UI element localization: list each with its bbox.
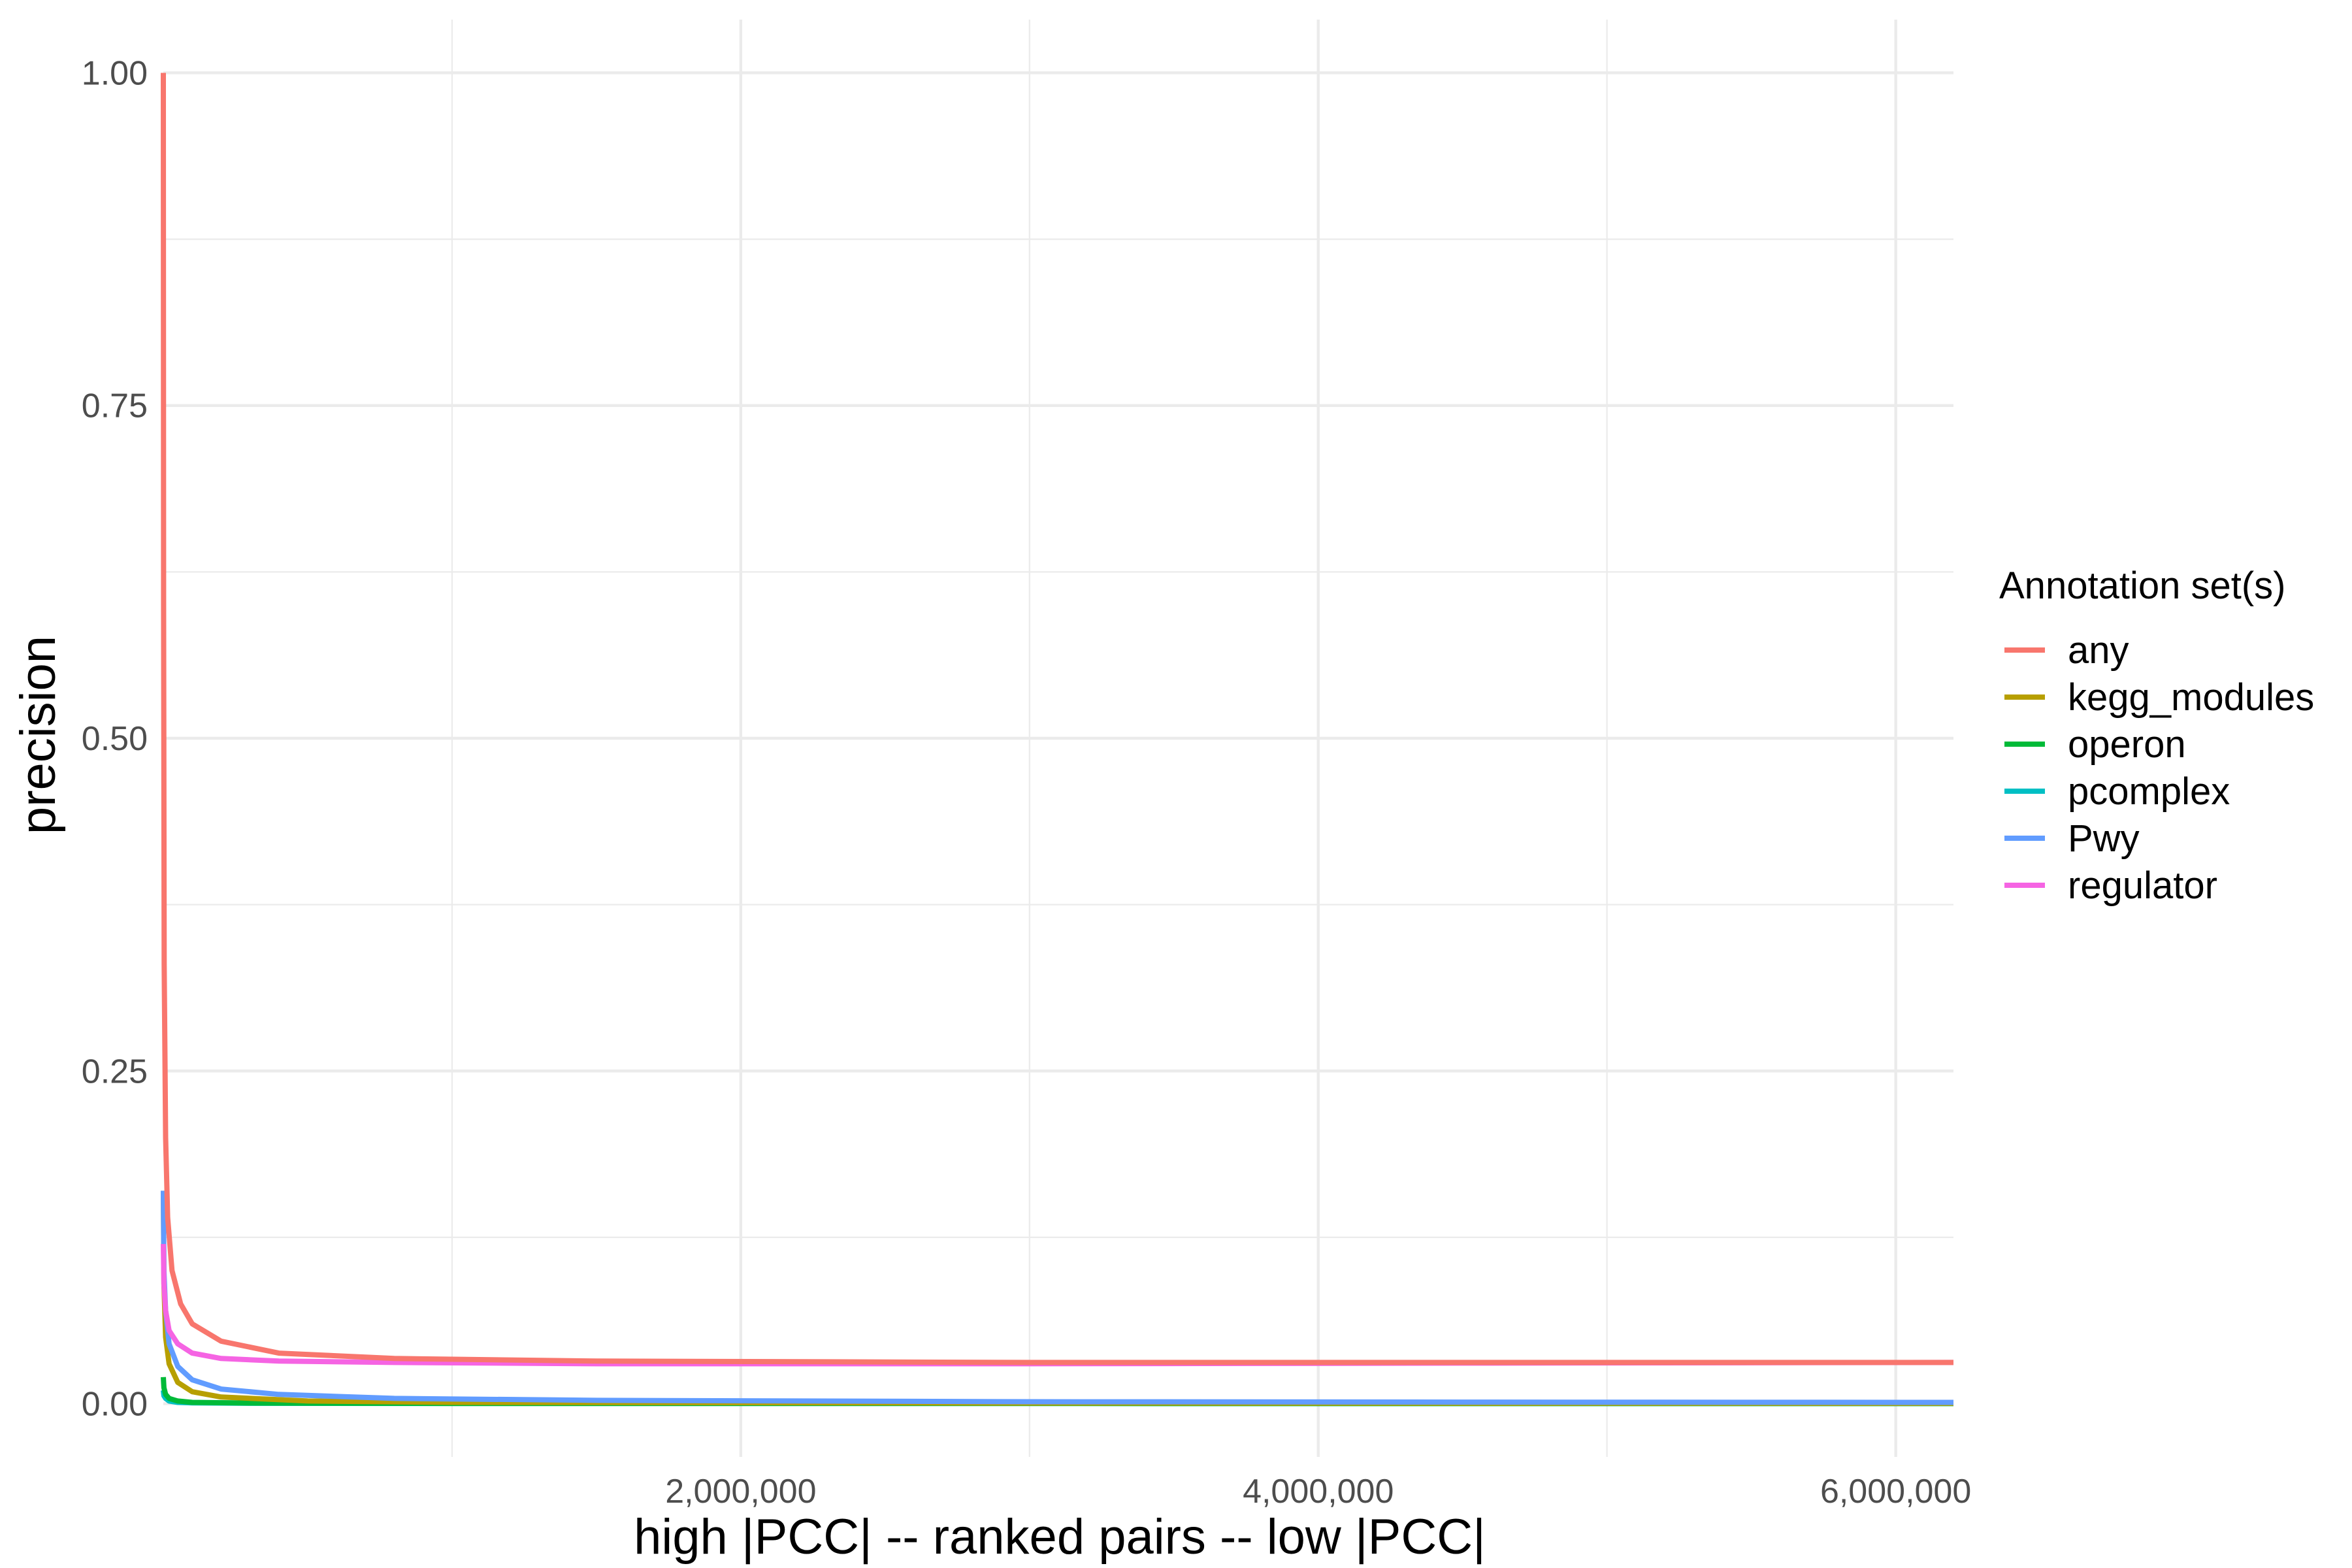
y-tick-label: 1.00	[82, 54, 148, 92]
legend-title: Annotation set(s)	[1999, 564, 2285, 607]
y-axis-title: precision	[10, 636, 66, 834]
x-axis-title: high |PCC| -- ranked pairs -- low |PCC|	[634, 1509, 1486, 1565]
x-tick-label: 6,000,000	[1820, 1473, 1971, 1511]
y-axis-ticks: 0.00 0.25 0.50 0.75 1.00	[82, 54, 148, 1423]
x-tick-label: 4,000,000	[1243, 1473, 1394, 1511]
series-line-any	[161, 73, 1953, 1365]
legend-label-pcomplex: pcomplex	[2068, 770, 2230, 813]
y-tick-label: 0.50	[82, 720, 148, 758]
legend: Annotation set(s) anykegg_modulesoperonp…	[1999, 564, 2314, 907]
y-tick-label: 0.25	[82, 1053, 148, 1090]
y-tick-label: 0.75	[82, 387, 148, 425]
legend-label-any: any	[2068, 629, 2129, 672]
x-axis-ticks: 2,000,000 4,000,000 6,000,000	[665, 1473, 1971, 1511]
legend-label-operon: operon	[2068, 723, 2186, 766]
y-tick-label: 0.00	[82, 1386, 148, 1424]
legend-label-pwy: Pwy	[2068, 817, 2140, 860]
legend-items: anykegg_modulesoperonpcomplexPwyregulato…	[2004, 629, 2314, 907]
legend-label-kegg-modules: kegg_modules	[2068, 676, 2314, 719]
plot-lines	[161, 73, 1954, 1407]
legend-label-regulator: regulator	[2068, 864, 2217, 907]
plot-grid	[163, 20, 1953, 1457]
x-tick-label: 2,000,000	[665, 1473, 816, 1511]
